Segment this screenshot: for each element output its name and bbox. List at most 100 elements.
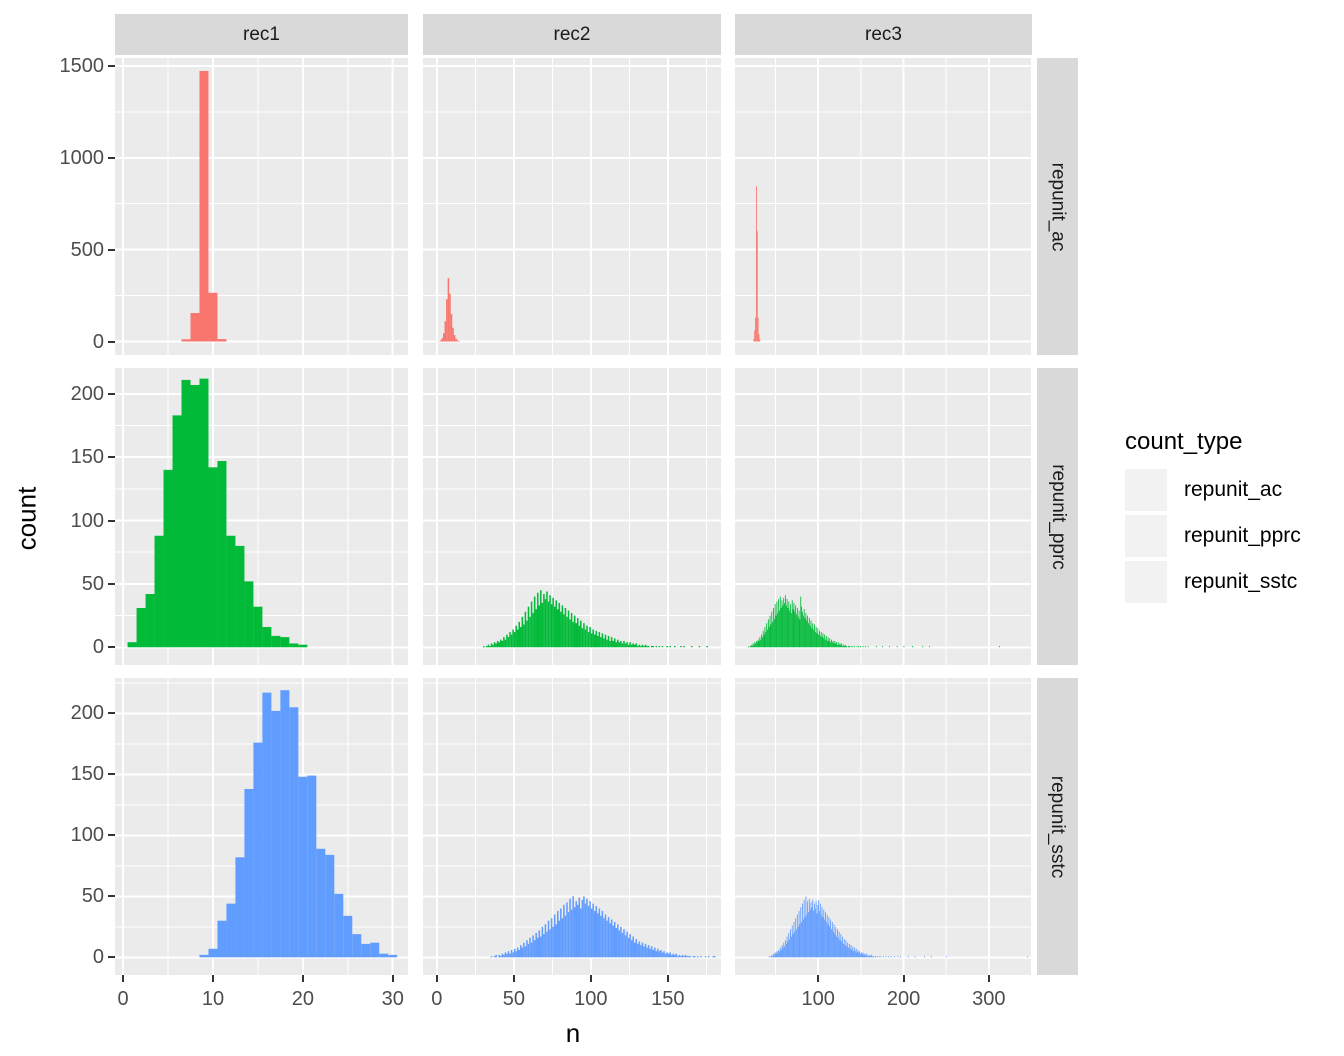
histogram-bar xyxy=(672,953,675,958)
histogram-bars xyxy=(483,590,708,648)
histogram-bar xyxy=(570,613,573,648)
y-tick-label: 0 xyxy=(92,946,104,969)
histogram-bar xyxy=(858,645,860,648)
histogram-bar xyxy=(627,644,630,648)
histogram-bar xyxy=(589,901,591,958)
histogram-bar xyxy=(757,317,759,342)
histogram-bar xyxy=(483,645,485,648)
histogram-outlier-bar xyxy=(929,645,930,648)
histogram-bar xyxy=(447,278,450,342)
histogram-bar xyxy=(533,940,536,958)
histogram-bar xyxy=(752,643,754,648)
histogram-bar xyxy=(244,581,254,648)
histogram-bar xyxy=(750,645,751,648)
histogram-bar xyxy=(805,896,807,958)
histogram-bar xyxy=(490,956,493,958)
histogram-bar xyxy=(824,919,826,958)
histogram-bar xyxy=(661,645,664,648)
histogram-bar xyxy=(798,610,800,648)
histogram-bar xyxy=(823,909,825,958)
histogram-bar xyxy=(587,632,590,648)
histogram-bar xyxy=(850,645,852,648)
histogram-bar xyxy=(867,954,869,958)
histogram-bar xyxy=(674,954,676,958)
histogram-bar xyxy=(874,956,876,958)
histogram-bar xyxy=(841,941,843,958)
histogram-bar xyxy=(615,642,618,648)
histogram-bar xyxy=(586,898,588,958)
histogram-bar xyxy=(506,634,508,648)
histogram-bar xyxy=(361,943,371,958)
histogram-bar xyxy=(530,601,533,648)
histogram-bar xyxy=(584,903,587,958)
histogram-bar xyxy=(495,954,497,958)
histogram-bar xyxy=(770,624,772,648)
histogram-bar xyxy=(779,947,781,958)
histogram-bar xyxy=(865,954,867,958)
histogram-bar xyxy=(774,952,776,958)
histogram-bar xyxy=(618,930,621,958)
histogram-bar xyxy=(553,606,556,648)
histogram-bar xyxy=(781,600,783,648)
histogram-bars xyxy=(490,896,716,958)
histogram-bar xyxy=(575,623,578,648)
histogram-bar xyxy=(658,645,661,648)
x-tick xyxy=(391,975,394,982)
x-tick-label: 0 xyxy=(431,988,443,1010)
histogram-bar xyxy=(643,946,645,958)
histogram-bar xyxy=(757,639,759,648)
histogram-bar xyxy=(894,956,896,958)
histogram-outlier-bar xyxy=(882,645,884,648)
histogram-bar xyxy=(755,186,757,342)
histogram-bar xyxy=(253,742,263,958)
histogram-bar xyxy=(172,415,182,648)
histogram-outlier-bar xyxy=(896,645,898,648)
histogram-bar xyxy=(536,592,539,648)
histogram-bar xyxy=(833,924,835,958)
histogram-bar xyxy=(766,623,768,648)
y-tick xyxy=(108,646,115,649)
histogram-bar xyxy=(756,642,758,648)
histogram-bar xyxy=(632,643,634,648)
histogram-bar xyxy=(783,597,785,648)
legend-item-label: repunit_pprc xyxy=(1184,524,1301,547)
histogram-bar xyxy=(875,956,877,958)
panel-background xyxy=(115,58,408,355)
histogram-bar xyxy=(773,607,774,648)
histogram-bar xyxy=(543,594,545,648)
histogram-bar xyxy=(789,610,791,648)
histogram-bar xyxy=(765,632,767,648)
histogram-bar xyxy=(848,645,850,648)
histogram-bar xyxy=(675,953,678,958)
histogram-bar xyxy=(500,956,502,958)
histogram-bar xyxy=(900,956,901,958)
y-tick-label: 50 xyxy=(81,885,104,908)
histogram-bars xyxy=(438,278,460,342)
histogram-bar xyxy=(533,596,536,648)
histogram-bar xyxy=(650,645,653,648)
histogram-bar xyxy=(814,632,816,648)
histogram-bar xyxy=(439,340,442,342)
histogram-bar xyxy=(598,908,601,958)
histogram-outlier-bar xyxy=(876,645,878,648)
histogram-bar xyxy=(773,953,774,958)
histogram-bar xyxy=(852,946,854,958)
histogram-bar xyxy=(849,948,851,958)
histogram-bar xyxy=(761,634,762,648)
histogram-bar xyxy=(624,643,627,648)
histogram-bar xyxy=(492,644,494,648)
histogram-bar xyxy=(550,918,553,958)
histogram-bar xyxy=(217,461,227,648)
histogram-bar xyxy=(590,908,593,958)
histogram-bar xyxy=(844,644,846,648)
histogram-bar xyxy=(683,956,685,958)
histogram-bar xyxy=(714,956,716,958)
histogram-bar xyxy=(808,623,809,648)
histogram-bar xyxy=(870,956,872,958)
histogram-bar xyxy=(779,596,781,648)
histogram-bar xyxy=(666,952,668,958)
x-tick-label: 150 xyxy=(651,988,685,1010)
histogram-bar xyxy=(801,921,803,958)
histogram-bar xyxy=(806,914,808,958)
histogram-bar xyxy=(569,898,571,958)
